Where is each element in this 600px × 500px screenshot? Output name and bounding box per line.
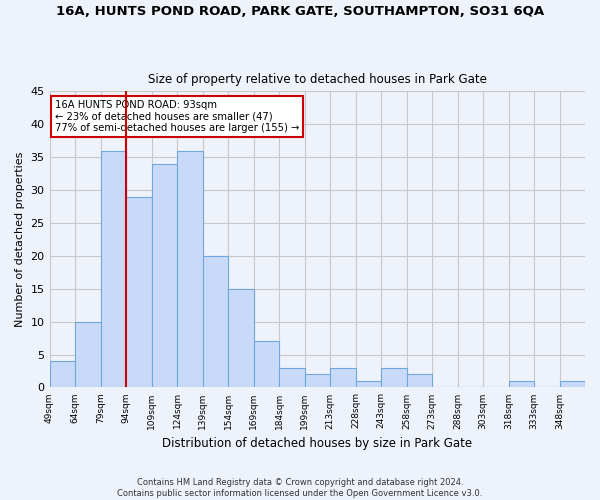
Text: Contains HM Land Registry data © Crown copyright and database right 2024.
Contai: Contains HM Land Registry data © Crown c…	[118, 478, 482, 498]
Title: Size of property relative to detached houses in Park Gate: Size of property relative to detached ho…	[148, 73, 487, 86]
Bar	[101, 150, 126, 388]
Bar	[407, 374, 432, 388]
Bar	[228, 288, 254, 388]
Bar	[75, 322, 101, 388]
Bar	[254, 342, 279, 388]
Bar	[330, 368, 356, 388]
Bar	[279, 368, 305, 388]
Bar	[560, 381, 585, 388]
Bar	[50, 361, 75, 388]
Bar	[509, 381, 534, 388]
Text: 16A HUNTS POND ROAD: 93sqm
← 23% of detached houses are smaller (47)
77% of semi: 16A HUNTS POND ROAD: 93sqm ← 23% of deta…	[55, 100, 299, 134]
Bar	[177, 150, 203, 388]
Bar	[356, 381, 381, 388]
Bar	[305, 374, 330, 388]
Y-axis label: Number of detached properties: Number of detached properties	[15, 152, 25, 327]
X-axis label: Distribution of detached houses by size in Park Gate: Distribution of detached houses by size …	[162, 437, 472, 450]
Bar	[203, 256, 228, 388]
Text: 16A, HUNTS POND ROAD, PARK GATE, SOUTHAMPTON, SO31 6QA: 16A, HUNTS POND ROAD, PARK GATE, SOUTHAM…	[56, 5, 544, 18]
Bar	[126, 196, 152, 388]
Bar	[152, 164, 177, 388]
Bar	[381, 368, 407, 388]
